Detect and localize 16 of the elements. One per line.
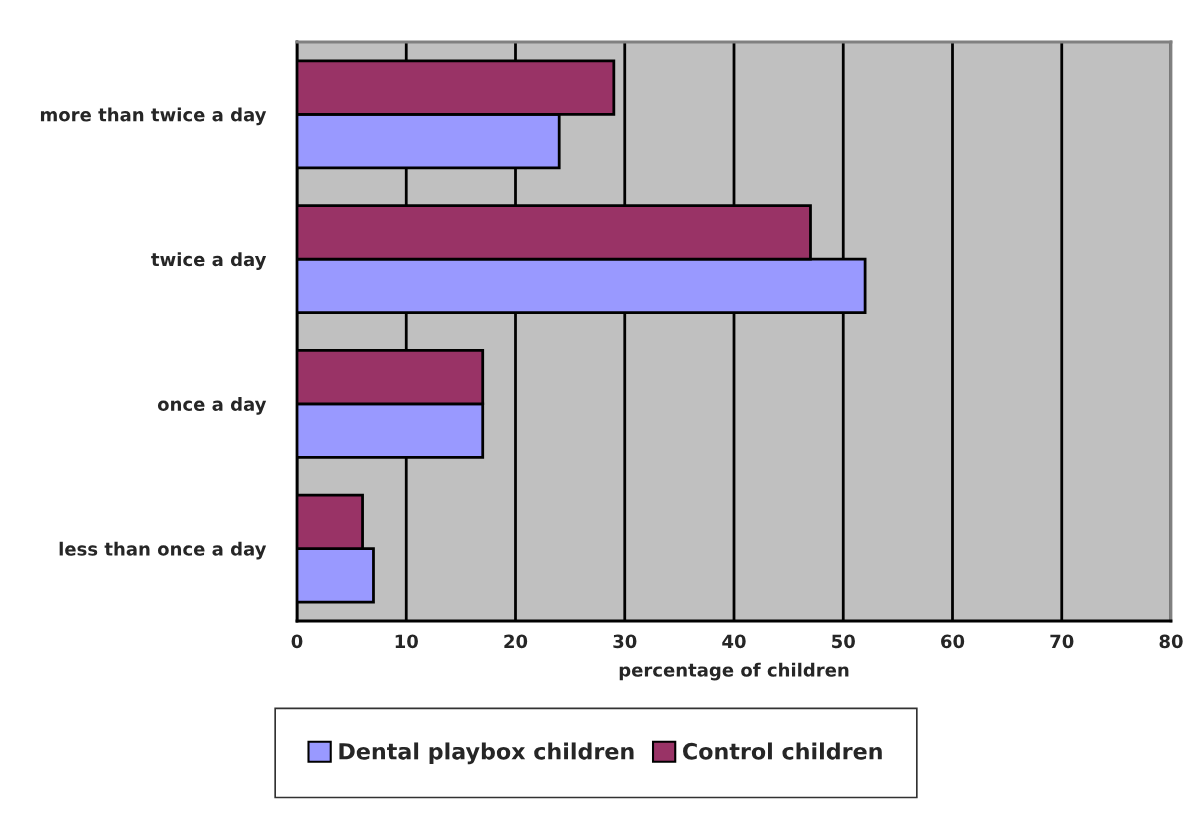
x-tick-label: 50 bbox=[832, 634, 855, 649]
x-axis-title: percentage of children bbox=[619, 662, 849, 681]
y-tick-label: twice a day bbox=[151, 252, 267, 270]
x-tick-label: 0 bbox=[291, 634, 303, 649]
y-tick-label: more than twice a day bbox=[40, 107, 267, 126]
x-tick-label: 80 bbox=[1159, 634, 1183, 649]
x-tick-label: 70 bbox=[1050, 634, 1074, 649]
x-tick-label: 10 bbox=[395, 634, 418, 649]
x-tick-label: 30 bbox=[613, 634, 637, 649]
x-tick-label: 40 bbox=[722, 634, 746, 649]
legend-label: Control children bbox=[683, 742, 882, 760]
x-tick-label: 60 bbox=[941, 634, 965, 649]
x-tick-label: 20 bbox=[504, 634, 528, 649]
y-tick-label: once a day bbox=[157, 397, 267, 415]
y-tick-label: less than once a day bbox=[59, 541, 267, 560]
legend-label: Dental playbox children bbox=[339, 742, 634, 765]
